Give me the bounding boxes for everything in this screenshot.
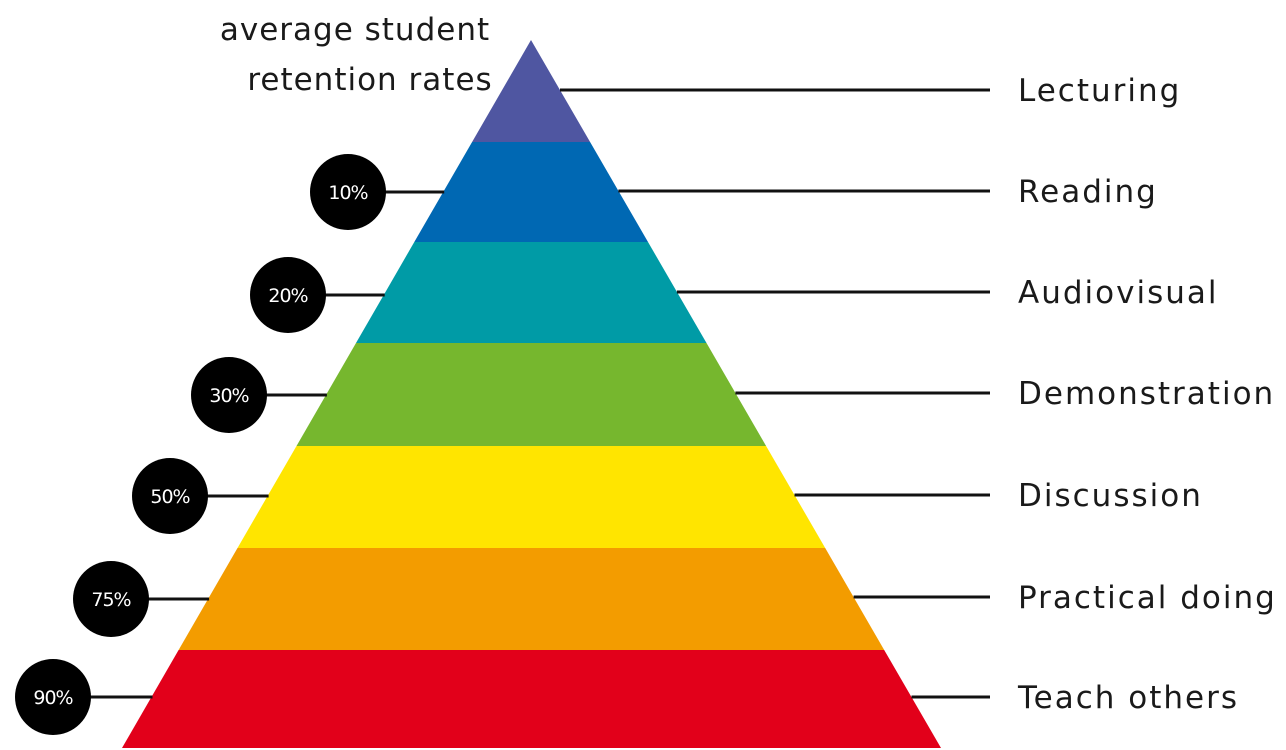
layer-label-2: Reading xyxy=(1018,174,1158,210)
pyramid-layer-1 xyxy=(472,40,591,142)
leader-lines xyxy=(53,88,990,699)
layer-label-4: Demonstration xyxy=(1018,376,1275,412)
layer-labels: Lecturing Reading Audiovisual Demonstration… xyxy=(1017,73,1277,716)
percent-badge-label-6: 75% xyxy=(91,589,130,611)
percent-badges: 10% 20% 30% 50% 75% 90% xyxy=(15,154,386,735)
percent-badge-label-2: 10% xyxy=(328,182,367,204)
percent-badge-label-4: 30% xyxy=(209,385,248,407)
percent-badge-5 xyxy=(132,458,208,534)
percent-badge-label-5: 50% xyxy=(150,486,189,508)
pyramid-layer-7 xyxy=(122,650,941,748)
percent-badge-6 xyxy=(73,561,149,637)
percent-badge-7 xyxy=(15,659,91,735)
layer-label-7: Teach others xyxy=(1017,680,1239,716)
layer-label-6: Practical doing xyxy=(1018,580,1277,616)
pyramid-layer-2 xyxy=(414,142,648,242)
title-line-1: average student xyxy=(220,12,490,48)
layer-label-3: Audiovisual xyxy=(1018,275,1218,311)
title-line-2: retention rates xyxy=(247,62,492,98)
percent-badge-3 xyxy=(250,257,326,333)
percent-badge-4 xyxy=(191,357,267,433)
pyramid-layer-5 xyxy=(237,446,826,548)
pyramid-layer-4 xyxy=(296,343,767,446)
percent-badge-label-3: 20% xyxy=(268,285,307,307)
layer-label-1: Lecturing xyxy=(1018,73,1181,109)
pyramid-layer-3 xyxy=(356,242,707,343)
layer-label-5: Discussion xyxy=(1018,478,1203,514)
pyramid-layer-6 xyxy=(178,548,885,650)
percent-badge-label-7: 90% xyxy=(33,687,72,709)
percent-badge-2 xyxy=(310,154,386,230)
pyramid-layers xyxy=(122,40,941,748)
